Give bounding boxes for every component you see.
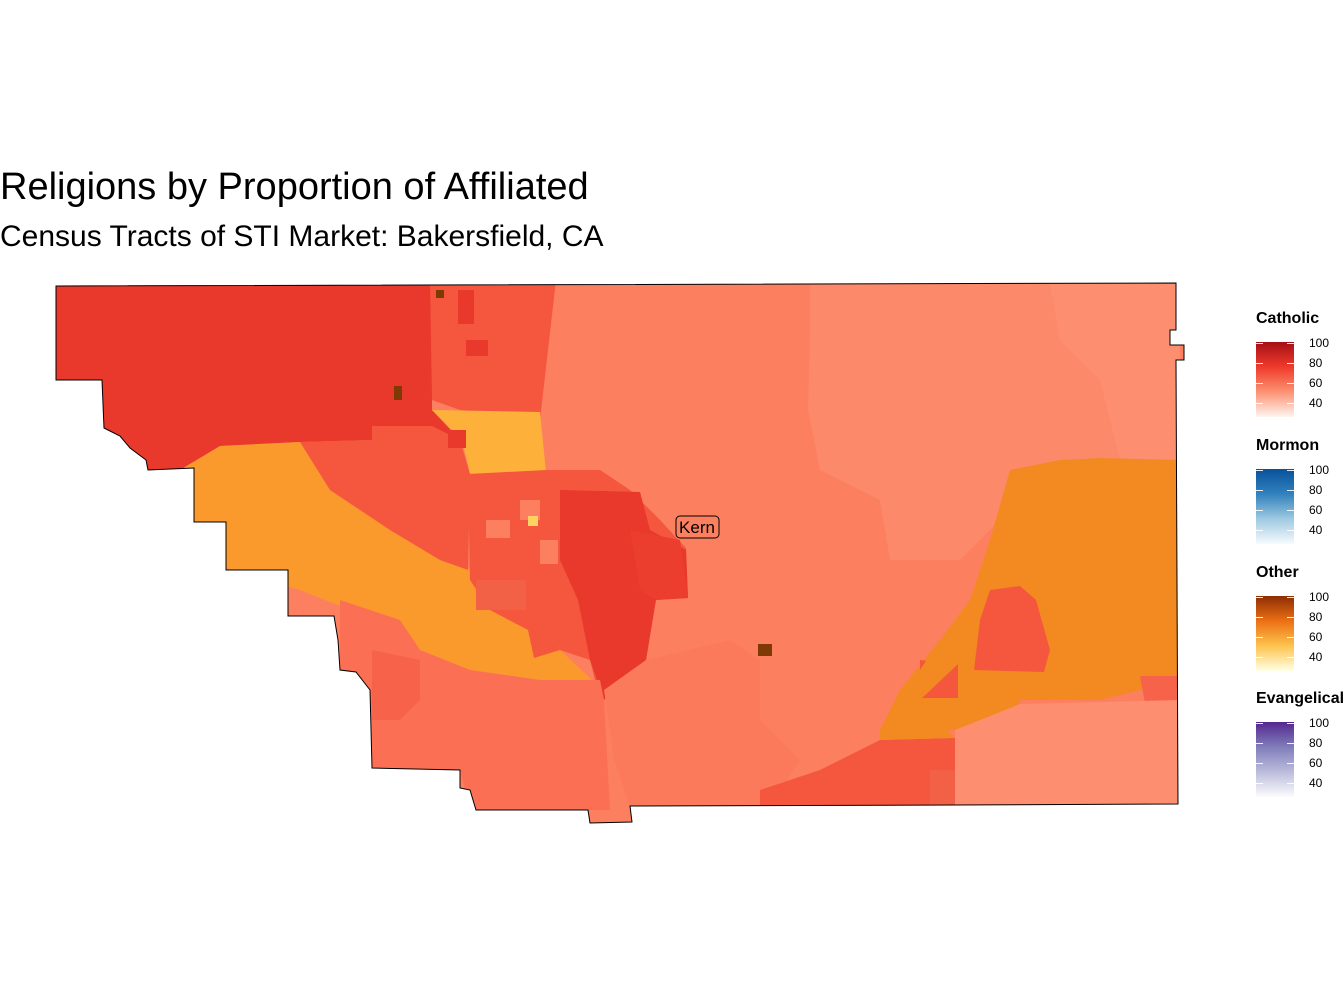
legend-tick-mark bbox=[1256, 403, 1263, 404]
legend-tick-mark bbox=[1256, 470, 1263, 471]
legend-tick-label: 100 bbox=[1309, 716, 1330, 730]
legend-tick-label: 80 bbox=[1309, 356, 1323, 370]
legend-colorbar bbox=[1256, 596, 1294, 671]
legend-colorbar bbox=[1256, 722, 1294, 797]
region-southwest-tract bbox=[340, 600, 610, 810]
region-urban-small-tract bbox=[476, 580, 526, 610]
county-label: Kern bbox=[679, 518, 715, 537]
legend-tick-mark bbox=[1287, 617, 1294, 618]
legend-tick-mark bbox=[1256, 723, 1263, 724]
legend-evangelical: Evangelical 100 80 60 40 bbox=[1256, 690, 1344, 797]
region-northwest-tract bbox=[56, 283, 460, 470]
region-urban-small-tract bbox=[528, 516, 538, 526]
legend-tick-mark bbox=[1256, 343, 1263, 344]
legend-tick-label: 40 bbox=[1309, 776, 1323, 790]
legend-tick-mark bbox=[1287, 383, 1294, 384]
legend-tick-label: 60 bbox=[1309, 630, 1323, 644]
legend-colorbar bbox=[1256, 342, 1294, 417]
region-urban-small-tract bbox=[540, 540, 558, 564]
legend-tick-mark bbox=[1287, 363, 1294, 364]
legend-tick-mark bbox=[1256, 743, 1263, 744]
legend-tick-label: 100 bbox=[1309, 463, 1330, 477]
legend-tick-label: 40 bbox=[1309, 396, 1323, 410]
legend-tick-mark bbox=[1287, 470, 1294, 471]
legend-tick-mark bbox=[1287, 783, 1294, 784]
legend-tick-mark bbox=[1256, 510, 1263, 511]
region-north-tract bbox=[430, 283, 556, 420]
legend-tick-mark bbox=[1287, 510, 1294, 511]
legend-tick-mark bbox=[1256, 530, 1263, 531]
legend-tick-mark bbox=[1287, 530, 1294, 531]
legend-tick-label: 100 bbox=[1309, 336, 1330, 350]
legend-tick-mark bbox=[1287, 723, 1294, 724]
legend-tick-mark bbox=[1256, 363, 1263, 364]
legend-tick-mark bbox=[1256, 617, 1263, 618]
legend-tick-mark bbox=[1287, 637, 1294, 638]
region-north-small-tract bbox=[466, 340, 488, 356]
map-subtitle: Census Tracts of STI Market: Bakersfield… bbox=[0, 220, 604, 253]
county-border bbox=[55, 282, 1185, 824]
region-south-tract bbox=[760, 738, 955, 810]
region-north-other-tract bbox=[432, 410, 546, 474]
legend-tick-mark bbox=[1287, 403, 1294, 404]
legend-tick-label: 80 bbox=[1309, 483, 1323, 497]
region-urban-small-tract bbox=[486, 520, 510, 538]
legend-tick-mark bbox=[1256, 597, 1263, 598]
region-catholic-small-tract bbox=[448, 430, 466, 448]
legend-mormon: Mormon 100 80 60 40 bbox=[1256, 437, 1344, 544]
legend-tick-label: 80 bbox=[1309, 610, 1323, 624]
region-southwest-central-tract bbox=[490, 610, 560, 658]
legend-tick-label: 100 bbox=[1309, 590, 1330, 604]
region-max-other-tract bbox=[394, 386, 402, 400]
region-west-other-tract bbox=[180, 442, 592, 680]
legend-tick-mark bbox=[1256, 657, 1263, 658]
region-west-central-tract bbox=[300, 426, 470, 570]
legend-tick-label: 40 bbox=[1309, 650, 1323, 664]
region-south-small-tract bbox=[930, 770, 955, 806]
legend-tick-mark bbox=[1287, 763, 1294, 764]
legend-tick-mark bbox=[1256, 490, 1263, 491]
map-title: Religions by Proportion of Affiliated bbox=[0, 166, 589, 208]
legend-tick-mark bbox=[1287, 743, 1294, 744]
legend-tick-mark bbox=[1287, 597, 1294, 598]
legend-tick-label: 60 bbox=[1309, 503, 1323, 517]
legend-tick-mark bbox=[1287, 343, 1294, 344]
region-far-northeast-tract bbox=[1050, 283, 1180, 470]
legend-tick-label: 80 bbox=[1309, 736, 1323, 750]
region-max-other-tract bbox=[758, 644, 772, 656]
legend-other: Other 100 80 60 40 bbox=[1256, 564, 1344, 671]
legend-title: Evangelical bbox=[1256, 690, 1344, 707]
region-east-catholic-tract bbox=[974, 586, 1050, 672]
region-max-other-tract bbox=[436, 290, 444, 298]
legend-tick-label: 60 bbox=[1309, 756, 1323, 770]
legend-tick-mark bbox=[1256, 783, 1263, 784]
region-north-small-tract bbox=[458, 290, 474, 324]
legend-tick-mark bbox=[1287, 490, 1294, 491]
region-southwest-edge-tract bbox=[372, 650, 420, 720]
legend-tick-mark bbox=[1256, 637, 1263, 638]
legend-title: Other bbox=[1256, 564, 1299, 581]
legend-colorbar bbox=[1256, 469, 1294, 544]
legend-tick-mark bbox=[1256, 763, 1263, 764]
legend-tick-label: 60 bbox=[1309, 376, 1323, 390]
region-urban-small-tract bbox=[520, 500, 540, 520]
legend-tick-mark bbox=[1256, 383, 1263, 384]
region-south-central-tract bbox=[604, 640, 800, 806]
region-southeast-other-tract bbox=[880, 640, 958, 740]
region-southeast-tract bbox=[955, 700, 1180, 810]
legend-tick-label: 40 bbox=[1309, 523, 1323, 537]
legend-catholic: Catholic 100 80 60 40 bbox=[1256, 310, 1344, 417]
legend-tick-mark bbox=[1287, 657, 1294, 658]
county-label-box bbox=[675, 515, 720, 539]
legend-title: Catholic bbox=[1256, 310, 1320, 327]
legend-title: Mormon bbox=[1256, 437, 1320, 454]
region-urban-east-tract bbox=[630, 530, 688, 600]
